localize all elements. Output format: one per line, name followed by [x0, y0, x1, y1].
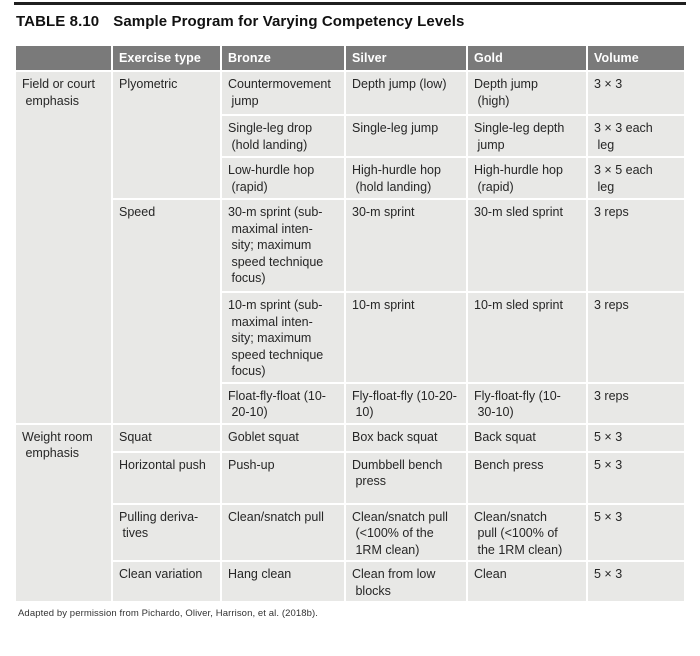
header-row: Exercise type Bronze Silver Gold Volume: [16, 46, 684, 70]
cell-silver: Depth jump (low): [346, 72, 466, 114]
cell-emphasis: Field or court emphasis: [16, 72, 111, 423]
cell-gold: Back squat: [468, 424, 586, 451]
cell-exercise-type: Pulling deriva- tives: [113, 504, 220, 560]
cell-volume: 3 reps: [588, 200, 684, 291]
header-exercise-type: Exercise type: [113, 46, 220, 70]
table-row: Pulling deriva- tives Clean/snatch pull …: [16, 504, 684, 560]
cell-bronze: 10-m sprint (sub- maximal inten- sity; m…: [222, 293, 344, 382]
cell-bronze: Float-fly-float (10- 20-10): [222, 383, 344, 423]
table-row: Single-leg drop (hold landing) Single-le…: [16, 116, 684, 156]
cell-bronze: 30-m sprint (sub- maximal inten- sity; m…: [222, 200, 344, 291]
cell-exercise-type: Clean variation: [113, 562, 220, 601]
cell-emphasis: Weight room emphasis: [16, 424, 111, 601]
cell-volume: 5 × 3: [588, 504, 684, 560]
table-container: Exercise type Bronze Silver Gold Volume …: [14, 44, 686, 619]
header-blank: [16, 46, 111, 70]
table-number: TABLE 8.10: [16, 13, 100, 30]
cell-volume: 5 × 3: [588, 424, 684, 451]
cell-gold: High-hurdle hop (rapid): [468, 158, 586, 198]
cell-gold: Clean: [468, 562, 586, 601]
cell-silver: Single-leg jump: [346, 116, 466, 156]
table-row: Low-hurdle hop (rapid) High-hurdle hop (…: [16, 158, 684, 198]
cell-bronze: Clean/snatch pull: [222, 504, 344, 560]
cell-silver: Dumbbell bench press: [346, 452, 466, 503]
cell-volume: 3 × 5 each leg: [588, 158, 684, 198]
cell-bronze: Single-leg drop (hold landing): [222, 116, 344, 156]
cell-bronze: Push-up: [222, 452, 344, 503]
table-row: Horizontal push Push-up Dumbbell bench p…: [16, 452, 684, 503]
header-gold: Gold: [468, 46, 586, 70]
cell-gold: Fly-float-fly (10- 30-10): [468, 383, 586, 423]
top-rule: [14, 2, 686, 5]
cell-bronze: Goblet squat: [222, 424, 344, 451]
cell-bronze: Countermovement jump: [222, 72, 344, 114]
source-footnote: Adapted by permission from Pichardo, Oli…: [18, 608, 319, 619]
cell-silver: 30-m sprint: [346, 200, 466, 291]
cell-bronze: Hang clean: [222, 562, 344, 601]
header-silver: Silver: [346, 46, 466, 70]
cell-silver: Clean/snatch pull (<100% of the 1RM clea…: [346, 504, 466, 560]
cell-silver: Clean from low blocks: [346, 562, 466, 601]
table-row: Field or court emphasis Plyometric Count…: [16, 72, 684, 423]
cell-silver: Box back squat: [346, 424, 466, 451]
cell-volume: 5 × 3: [588, 562, 684, 601]
cell-gold: 30-m sled sprint: [468, 200, 586, 291]
cell-gold: Bench press: [468, 452, 586, 503]
cell-volume: 3 reps: [588, 383, 684, 423]
table-row: Speed 30-m sprint (sub- maximal inten- s…: [16, 200, 684, 423]
header-bronze: Bronze: [222, 46, 344, 70]
cell-silver: High-hurdle hop (hold landing): [346, 158, 466, 198]
cell-volume: 3 × 3 each leg: [588, 116, 684, 156]
cell-volume: 5 × 3: [588, 452, 684, 503]
table-row: Float-fly-float (10- 20-10) Fly-float-fl…: [16, 383, 684, 423]
cell-volume: 3 × 3: [588, 72, 684, 114]
cell-exercise-type: Squat: [113, 424, 220, 451]
table-row: 10-m sprint (sub- maximal inten- sity; m…: [16, 293, 684, 382]
table-row: Clean variation Hang clean Clean from lo…: [16, 562, 684, 601]
cell-silver: 10-m sprint: [346, 293, 466, 382]
header-volume: Volume: [588, 46, 684, 70]
cell-volume: 3 reps: [588, 293, 684, 382]
table-title-text: Sample Program for Varying Competency Le…: [113, 13, 465, 30]
cell-exercise-type: Horizontal push: [113, 452, 220, 503]
table-row: Weight room emphasis Squat Goblet squat …: [16, 424, 684, 601]
program-table: Exercise type Bronze Silver Gold Volume …: [14, 44, 686, 603]
cell-exercise-type: Speed: [113, 200, 220, 423]
table-title: TABLE 8.10 Sample Program for Varying Com…: [16, 13, 688, 30]
cell-gold: Single-leg depth jump: [468, 116, 586, 156]
cell-silver: Fly-float-fly (10-20- 10): [346, 383, 466, 423]
cell-bronze: Low-hurdle hop (rapid): [222, 158, 344, 198]
cell-gold: Clean/snatch pull (<100% of the 1RM clea…: [468, 504, 586, 560]
cell-exercise-type: Plyometric: [113, 72, 220, 198]
cell-gold: Depth jump (high): [468, 72, 586, 114]
cell-gold: 10-m sled sprint: [468, 293, 586, 382]
